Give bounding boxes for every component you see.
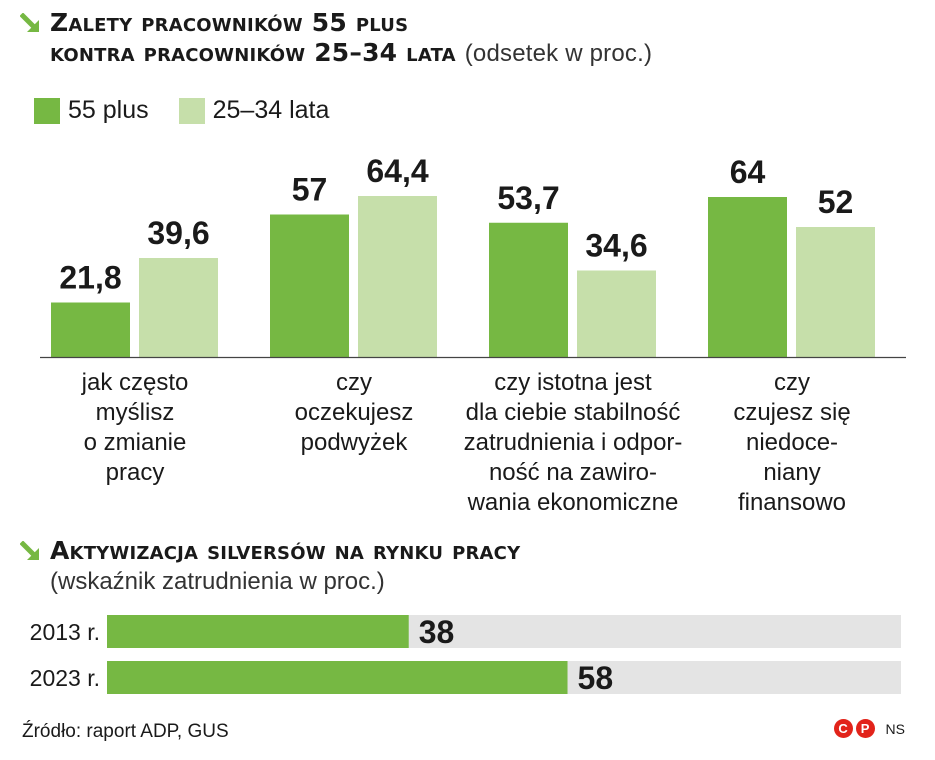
data-label-55plus-0: 21,8 <box>59 260 121 296</box>
data-label-25-34-1: 64,4 <box>366 153 428 189</box>
vertical-bar-chart: 21,8 39,6 57 64,4 53,7 34,6 64 52 <box>40 153 906 359</box>
bar-55plus-1 <box>270 214 349 357</box>
category-label-3: czy czujesz się niedoce- niany finansowo <box>733 369 851 516</box>
legend-label-55plus: 55 plus <box>68 96 149 124</box>
source-note: Źródło: raport ADP, GUS <box>22 721 229 742</box>
data-label-25-34-2: 34,6 <box>585 228 647 264</box>
bar-25-34-2 <box>577 270 656 357</box>
category-label-2: czy istotna jest dla ciebie stabilność z… <box>463 369 683 516</box>
legend-swatch-light <box>178 97 205 124</box>
hbar-0 <box>107 615 409 648</box>
data-label-55plus-3: 64 <box>730 154 766 190</box>
hbar-category-label-1: 2023 r. <box>30 665 100 691</box>
data-label-55plus-2: 53,7 <box>497 180 559 216</box>
logo-p-icon: P <box>855 719 875 738</box>
horizontal-bar-chart: 2013 r. 38 2023 r. 58 <box>30 614 901 696</box>
chart-title: Zalety pracowników 55 plus kontra pracow… <box>50 8 652 69</box>
legend-swatch-dark <box>34 97 60 124</box>
data-label-25-34-0: 39,6 <box>147 215 209 251</box>
hbar-value-label-0: 38 <box>419 614 455 650</box>
bar-25-34-1 <box>358 196 437 357</box>
author-credit: NS <box>885 720 905 737</box>
hbar-1 <box>107 661 568 694</box>
chart2-subtitle: (wskaźnik zatrudnienia w proc.) <box>50 568 385 595</box>
data-label-25-34-3: 52 <box>818 184 854 220</box>
legend-item-25-34: 25–34 lata <box>178 96 330 125</box>
publisher-logo: C P NS <box>833 719 905 738</box>
bar-55plus-0 <box>51 302 130 357</box>
chart-title-line2: kontra pracowników 25–34 lata <box>50 38 456 67</box>
legend-item-55plus: 55 plus <box>34 96 149 125</box>
arrow-down-right-icon <box>20 13 39 32</box>
bar-55plus-2 <box>489 222 568 357</box>
category-label-0: jak często myślisz o zmianie pracy <box>81 369 189 486</box>
data-label-55plus-1: 57 <box>292 172 328 208</box>
logo-c-icon: C <box>833 719 853 738</box>
arrow-down-right-icon-2 <box>20 541 39 560</box>
legend-label-25-34: 25–34 lata <box>212 96 330 124</box>
legend: 55 plus 25–34 lata <box>34 96 359 125</box>
chart-title-line1: Zalety pracowników 55 plus <box>50 8 409 37</box>
bar-25-34-3 <box>796 227 875 357</box>
hbar-value-label-1: 58 <box>578 660 614 696</box>
chart-title-unit: (odsetek w proc.) <box>464 40 653 67</box>
category-label-1: czy oczekujesz podwyżek <box>294 369 414 456</box>
bar-55plus-3 <box>708 197 787 357</box>
bar-25-34-0 <box>139 258 218 357</box>
chart2-title: Aktywizacja silversów na rynku pracy <box>50 536 521 565</box>
hbar-category-label-0: 2013 r. <box>30 619 100 645</box>
